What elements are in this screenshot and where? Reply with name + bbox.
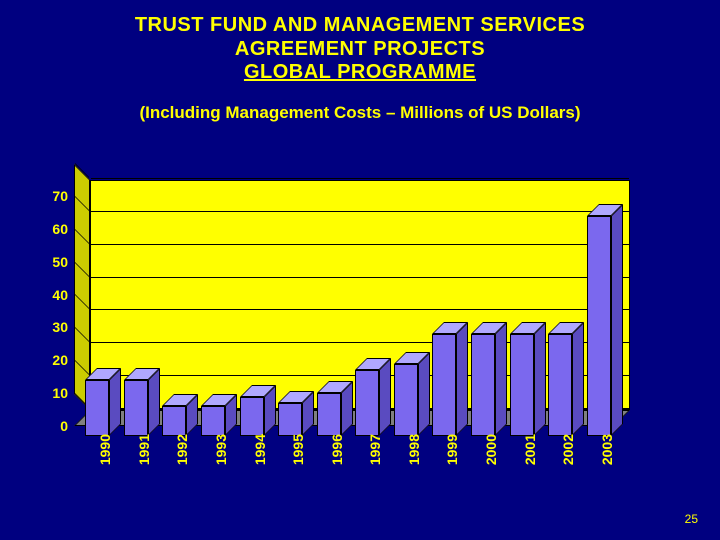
xtick-label: 1996 bbox=[329, 434, 345, 465]
title-block: TRUST FUND AND MANAGEMENT SERVICES AGREE… bbox=[0, 0, 720, 85]
bar bbox=[162, 394, 186, 436]
ytick-label: 0 bbox=[60, 418, 68, 434]
bar bbox=[432, 322, 456, 436]
ytick-label: 30 bbox=[52, 319, 68, 335]
bar-front bbox=[162, 406, 186, 436]
xtick-label: 2001 bbox=[522, 434, 538, 465]
slide: TRUST FUND AND MANAGEMENT SERVICES AGREE… bbox=[0, 0, 720, 540]
gridline-side bbox=[75, 327, 89, 342]
subtitle: (Including Management Costs – Millions o… bbox=[0, 103, 720, 123]
bar-front bbox=[240, 397, 264, 436]
bar bbox=[278, 391, 302, 436]
xtick-label: 1998 bbox=[406, 434, 422, 465]
bar-front bbox=[278, 403, 302, 436]
ytick-label: 50 bbox=[52, 254, 68, 270]
ytick-label: 40 bbox=[52, 287, 68, 303]
gridline bbox=[91, 178, 629, 179]
gridline bbox=[91, 309, 629, 310]
bar bbox=[124, 368, 148, 436]
bar bbox=[587, 204, 611, 436]
title-line-1: TRUST FUND AND MANAGEMENT SERVICES bbox=[0, 14, 720, 38]
slide-number: 25 bbox=[685, 512, 698, 526]
bar-front bbox=[587, 216, 611, 436]
bar-side bbox=[148, 368, 160, 436]
bar-front bbox=[355, 370, 379, 436]
bar-side bbox=[534, 322, 546, 436]
bar-front bbox=[510, 334, 534, 436]
xtick-label: 1999 bbox=[444, 434, 460, 465]
bar-front bbox=[432, 334, 456, 436]
bar bbox=[317, 381, 341, 436]
bar-front bbox=[201, 406, 225, 436]
gridline-side bbox=[75, 262, 89, 277]
bar-side bbox=[611, 204, 623, 436]
gridline bbox=[91, 277, 629, 278]
bar-side bbox=[572, 322, 584, 436]
bar-front bbox=[124, 380, 148, 436]
bar bbox=[355, 358, 379, 436]
bar-front bbox=[471, 334, 495, 436]
xtick-label: 1992 bbox=[174, 434, 190, 465]
bar bbox=[85, 368, 109, 436]
ytick-label: 60 bbox=[52, 221, 68, 237]
bar-chart-3d: 0102030405060701990199119921993199419951… bbox=[74, 180, 670, 436]
bar bbox=[394, 352, 418, 436]
bar-side bbox=[495, 322, 507, 436]
bar bbox=[548, 322, 572, 436]
bar bbox=[240, 385, 264, 436]
title-line-3: GLOBAL PROGRAMME bbox=[0, 61, 720, 85]
xtick-label: 1991 bbox=[136, 434, 152, 465]
bar-front bbox=[85, 380, 109, 436]
bar bbox=[471, 322, 495, 436]
gridline-side bbox=[75, 163, 89, 178]
ytick-label: 20 bbox=[52, 352, 68, 368]
title-line-2: AGREEMENT PROJECTS bbox=[0, 38, 720, 62]
bar-front bbox=[548, 334, 572, 436]
xtick-label: 1990 bbox=[97, 434, 113, 465]
bar bbox=[510, 322, 534, 436]
xtick-label: 2002 bbox=[560, 434, 576, 465]
ytick-label: 70 bbox=[52, 188, 68, 204]
gridline bbox=[91, 211, 629, 212]
bar-front bbox=[317, 393, 341, 436]
xtick-label: 1993 bbox=[213, 434, 229, 465]
xtick-label: 1997 bbox=[367, 434, 383, 465]
bar-side bbox=[379, 358, 391, 436]
bar-side bbox=[456, 322, 468, 436]
xtick-label: 2003 bbox=[599, 434, 615, 465]
bar-front bbox=[394, 364, 418, 436]
xtick-label: 2000 bbox=[483, 434, 499, 465]
gridline-side bbox=[75, 294, 89, 309]
xtick-label: 1994 bbox=[252, 434, 268, 465]
xtick-label: 1995 bbox=[290, 434, 306, 465]
gridline bbox=[91, 244, 629, 245]
bar bbox=[201, 394, 225, 436]
gridline-side bbox=[75, 229, 89, 244]
ytick-label: 10 bbox=[52, 385, 68, 401]
bar-side bbox=[418, 352, 430, 436]
gridline-side bbox=[75, 196, 89, 211]
